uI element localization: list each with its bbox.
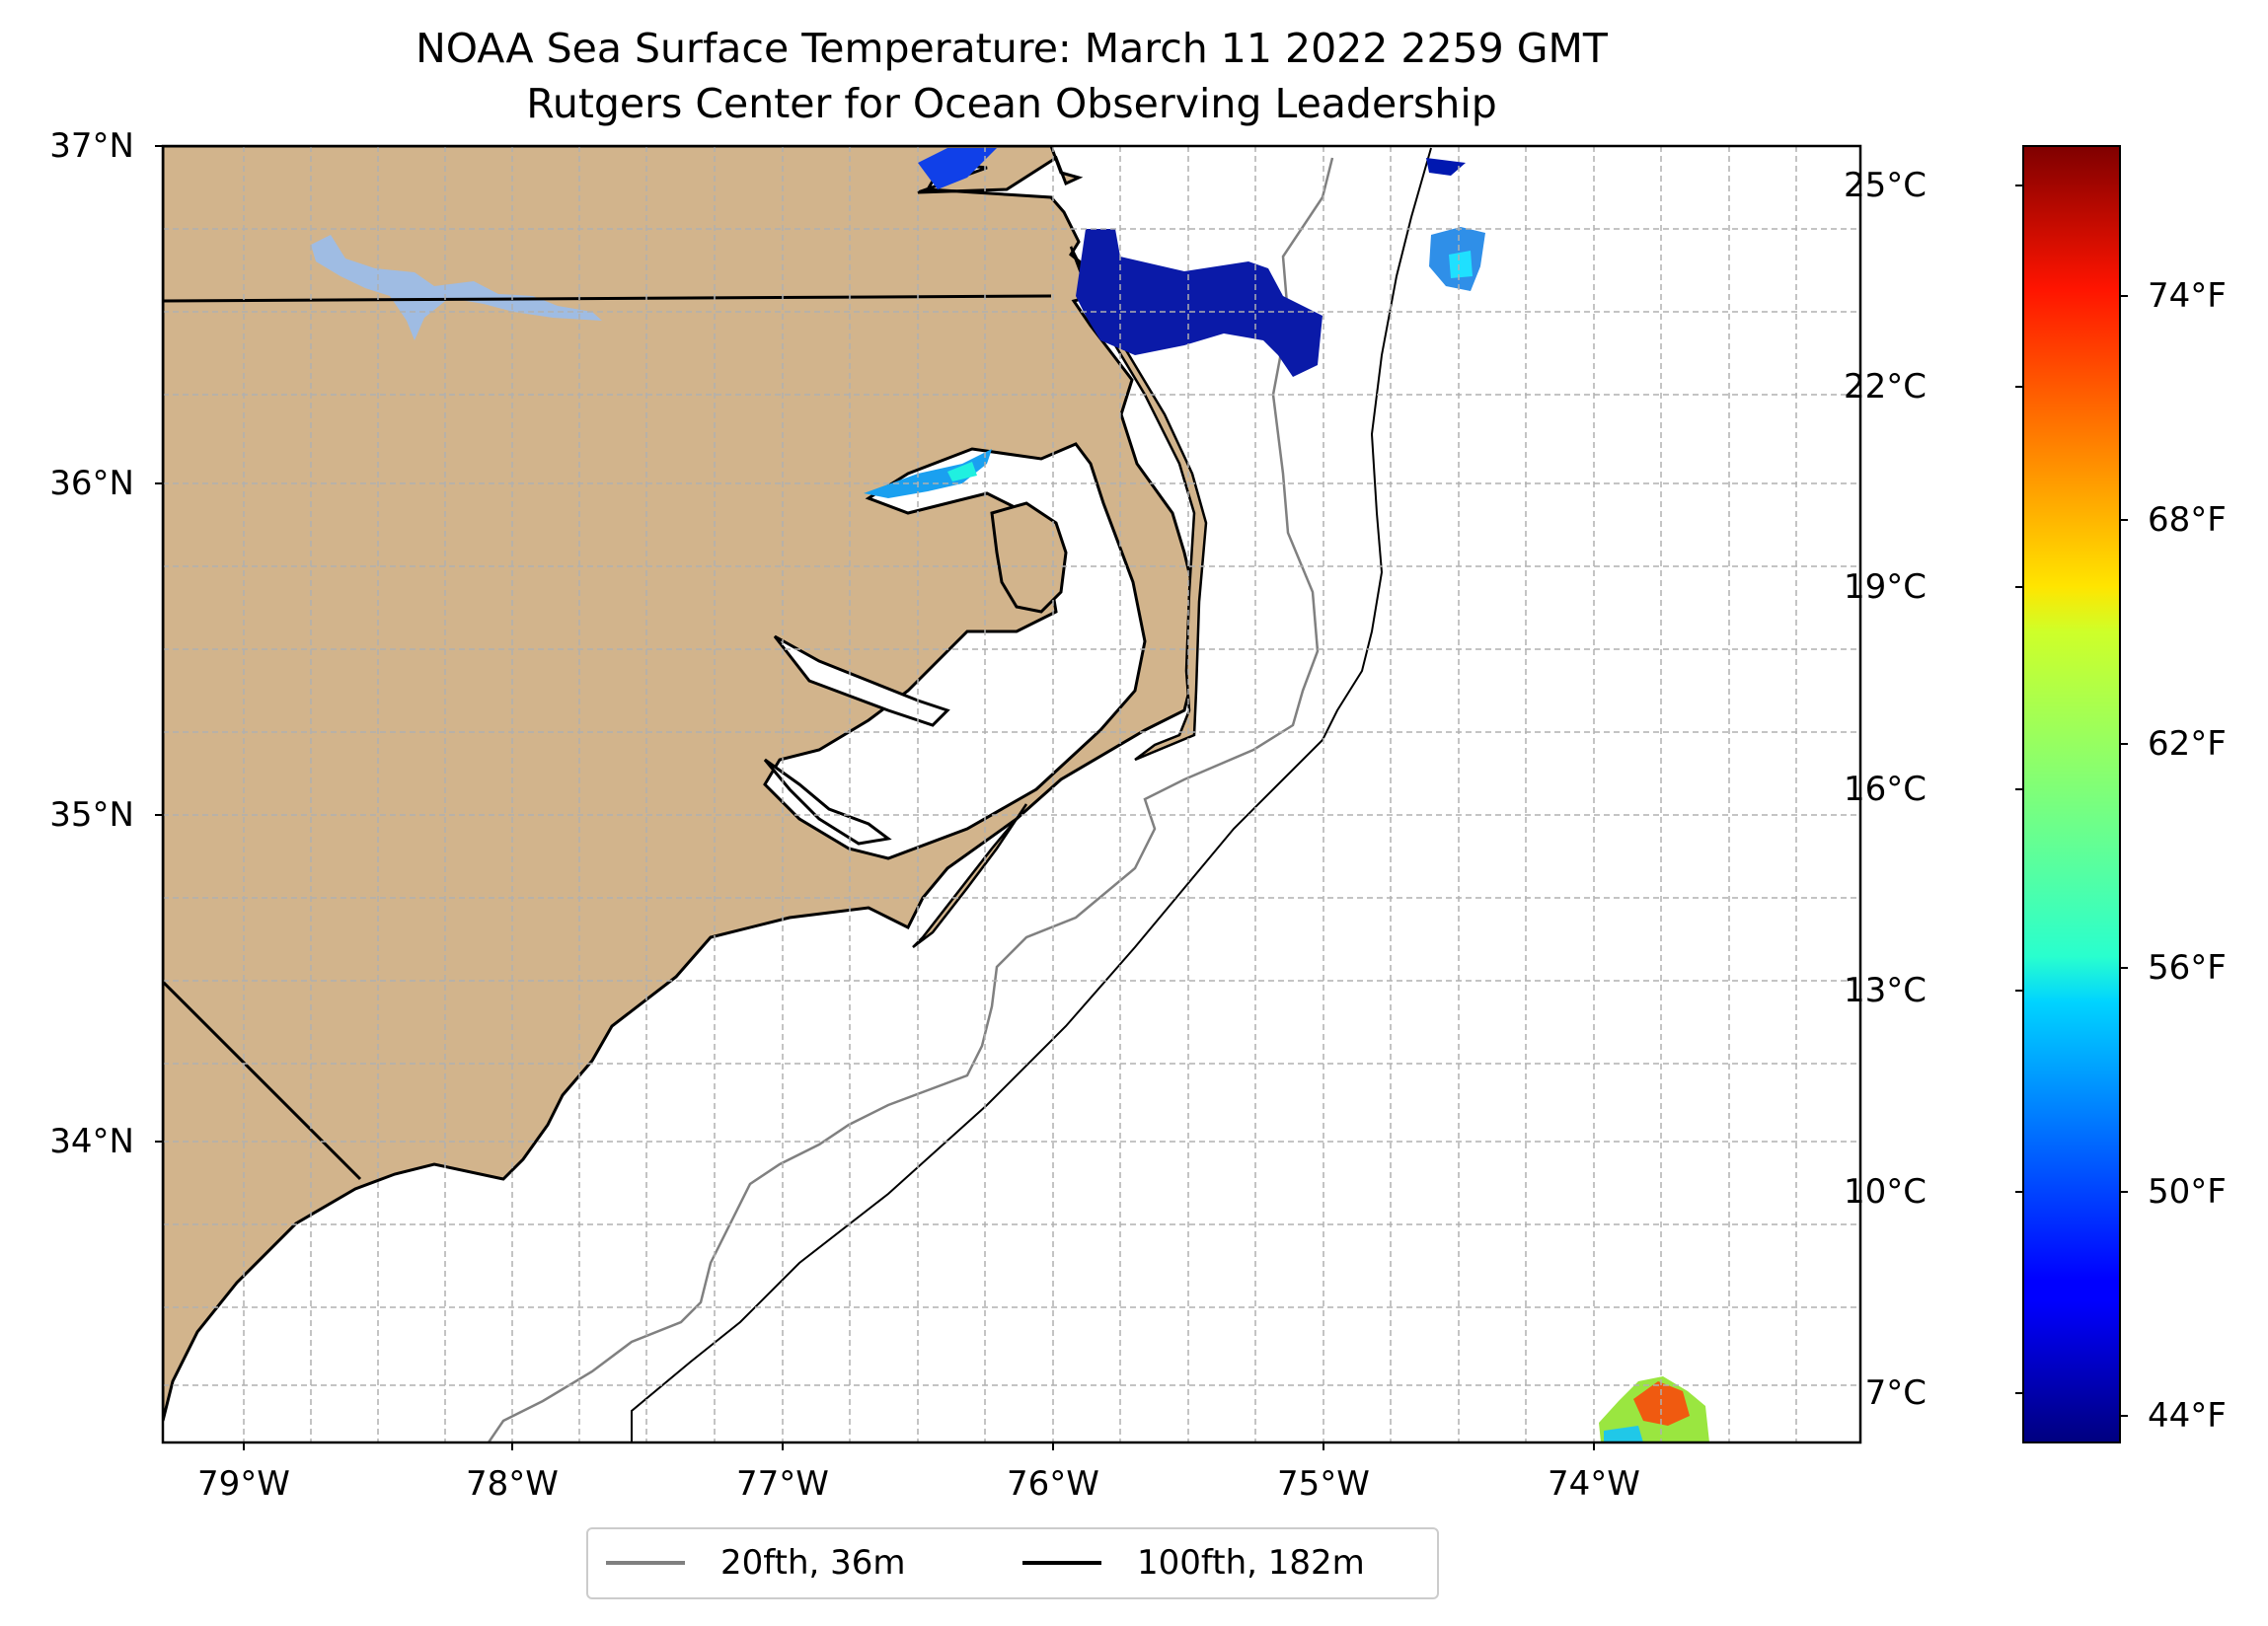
sst-patch-offshore-cold [1076, 229, 1323, 377]
lon-label-74w: 74°W [1548, 1464, 1640, 1504]
lat-label-36n: 36°N [49, 464, 134, 503]
cb-label-74f: 74°F [2148, 276, 2227, 316]
sst-patch-top-right [1426, 158, 1466, 176]
legend-label-100fth: 100fth, 182m [1137, 1543, 1365, 1583]
cb-label-62f: 62°F [2148, 724, 2227, 764]
cb-label-13c: 13°C [1843, 971, 1927, 1010]
cb-label-16c: 16°C [1843, 770, 1927, 809]
lat-label-37n: 37°N [49, 126, 134, 166]
legend-swatch-gray [606, 1561, 685, 1565]
lon-label-77w: 77°W [736, 1464, 829, 1504]
lat-label-35n: 35°N [49, 795, 134, 835]
cb-label-19c: 19°C [1843, 567, 1927, 607]
kerr-lake [311, 235, 602, 340]
neuse-river-inlet [763, 758, 892, 846]
chart-title: NOAA Sea Surface Temperature: March 11 2… [416, 25, 1608, 72]
peninsula-between-sounds [990, 501, 1068, 614]
isobath-20fth [487, 157, 1334, 1442]
cb-label-68f: 68°F [2148, 500, 2227, 540]
lon-label-76w: 76°W [1007, 1464, 1099, 1504]
lon-label-75w: 75°W [1277, 1464, 1370, 1504]
sst-patch-gulf-stream-edge [1604, 1426, 1643, 1442]
lat-label-34n: 34°N [49, 1122, 134, 1161]
map-frame [161, 144, 1862, 1444]
nc-sc-border [163, 980, 362, 1181]
core-banks [912, 803, 1028, 948]
cb-label-22c: 22°C [1843, 367, 1927, 406]
cb-label-25c: 25°C [1843, 166, 1927, 205]
isobath-100fth [631, 147, 1432, 1442]
sst-patch-northeast-core [1449, 251, 1473, 278]
cb-label-10c: 10°C [1843, 1172, 1927, 1212]
cb-label-7c: 7°C [1864, 1373, 1927, 1413]
axis-ticks [155, 145, 1595, 1450]
sst-patch-albemarle [864, 449, 992, 498]
gridlines [163, 146, 1860, 1442]
cb-label-44f: 44°F [2148, 1396, 2227, 1436]
cb-label-56f: 56°F [2148, 948, 2227, 988]
legend-swatch-black [1022, 1561, 1101, 1565]
lon-label-78w: 78°W [466, 1464, 559, 1504]
colorbar-ticks [2015, 185, 2128, 1417]
cb-label-50f: 50°F [2148, 1172, 2227, 1212]
chart-subtitle: Rutgers Center for Ocean Observing Leade… [526, 80, 1497, 127]
legend-label-20fth: 20fth, 36m [720, 1543, 906, 1583]
va-nc-border [163, 294, 1052, 303]
isobath-legend: 20fth, 36m 100fth, 182m [586, 1527, 1439, 1599]
sst-patch-top [918, 148, 997, 189]
outer-banks [1069, 246, 1208, 762]
pamlico-river-inlet [773, 634, 950, 727]
sst-patch-albemarle-core [947, 462, 977, 481]
lon-label-79w: 79°W [197, 1464, 290, 1504]
colorbar-gradient [2022, 145, 2121, 1443]
